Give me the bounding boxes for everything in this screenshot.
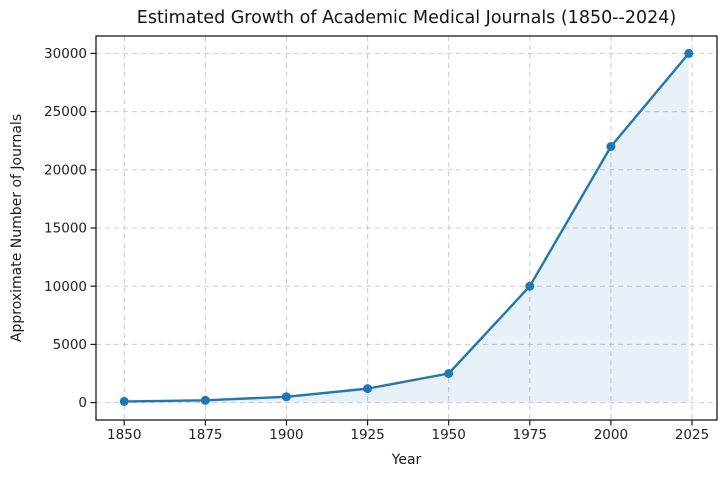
data-point [525,281,535,291]
y-tick-label: 30000 [44,46,87,62]
x-tick-label: 1875 [188,427,222,443]
data-point [281,392,291,402]
x-tick-label: 1950 [431,427,465,443]
y-tick-label: 5000 [53,337,87,353]
y-axis-label: Approximate Number of Journals [9,114,25,342]
data-point [444,368,454,378]
y-tick-label: 25000 [44,104,87,120]
y-tick-label: 15000 [44,221,87,237]
y-tick-label: 0 [78,395,87,411]
data-point [606,142,616,152]
x-tick-label: 2000 [594,427,628,443]
x-tick-label: 2025 [675,427,709,443]
x-axis-label: Year [391,452,422,468]
data-point [363,384,373,394]
x-tick-label: 1850 [107,427,141,443]
chart-title: Estimated Growth of Academic Medical Jou… [137,8,676,28]
data-point [200,395,210,405]
plot-area: 1850 1875 1900 1925 1950 1975 2000 2025 0 5000 100… [44,35,718,443]
y-tick-label: 10000 [44,279,87,295]
area-fill [124,53,689,403]
x-tick-label: 1975 [513,427,547,443]
x-tick-label: 1900 [269,427,303,443]
y-tick-label: 20000 [44,162,87,178]
x-tick-label: 1925 [350,427,384,443]
data-point [684,48,694,58]
data-line [123,52,690,403]
data-point [119,396,129,406]
